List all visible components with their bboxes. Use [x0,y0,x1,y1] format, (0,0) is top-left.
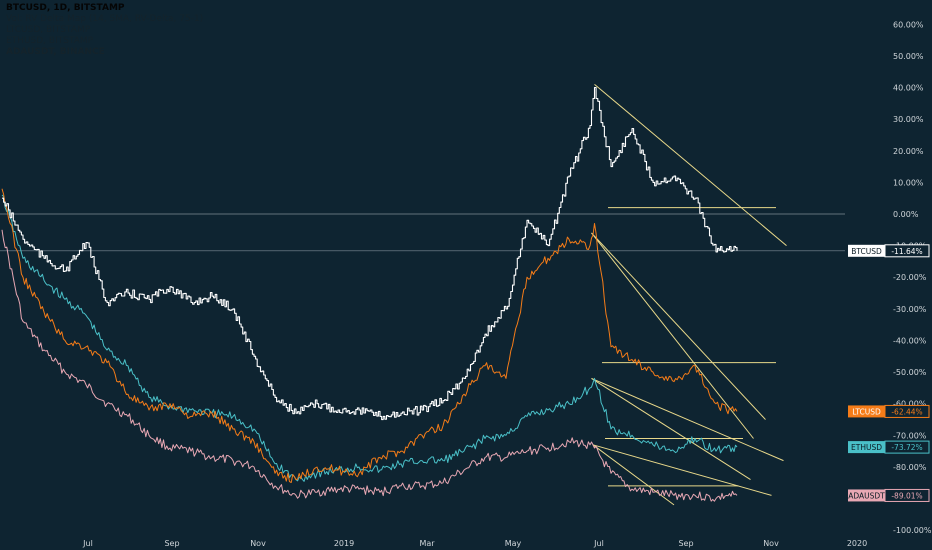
x-tick-label: Sep [164,539,179,548]
label-value-text: -73.72% [891,443,922,452]
series-adausdt[interactable] [1,229,738,502]
label-symbol-text: LTCUSD [852,407,881,416]
y-tick-label: -70.00% [893,431,927,440]
trendline-adausdt-9[interactable] [592,444,772,496]
label-symbol-text: BTCUSD [851,247,882,256]
y-tick-label: 0.00% [893,210,919,219]
series-ltcusd[interactable] [1,188,738,483]
y-tick-label: -50.00% [893,368,927,377]
last-label-btcusd: BTCUSD -11.64% [848,244,930,258]
x-tick-label: 2020 [847,539,867,548]
label-value-box [884,404,930,418]
y-tick-label: 30.00% [893,115,924,124]
y-tick-label: -40.00% [893,336,927,345]
x-axis: Jul Sep Nov 2019 Mar May Jul Sep Nov 2020 [82,539,867,548]
legend-symbol-line[interactable]: BTCUSD, 1D, BITSTAMP [6,3,125,13]
y-tick-label: 60.00% [893,20,924,29]
trendlines [591,83,787,506]
x-tick-label: Jul [82,539,93,548]
y-tick-label: 50.00% [893,52,924,61]
y-tick-label: -20.00% [893,273,927,282]
y-tick-label: -100.00% [893,526,932,535]
legend-ltc-line[interactable]: LTCUSD, BITSTAMP [6,25,91,35]
y-tick-label: 10.00% [893,178,924,187]
y-tick-label: 40.00% [893,84,924,93]
legend-volume-line[interactable]: Vol: RV Delta Map (14, SMA, RV-Delta, 75… [6,14,204,24]
trendline-ethusd-6[interactable] [591,377,784,462]
label-value-text: -11.64% [891,247,922,256]
y-tick-label: -30.00% [893,305,927,314]
trendline-ltcusd-2[interactable] [591,232,754,439]
legend-ada-line[interactable]: ADAUSDT, BINANCE [6,47,105,57]
series-ethusd[interactable] [1,194,738,482]
trendline-ethusd-5[interactable] [591,378,751,481]
y-tick-label: -80.00% [893,463,927,472]
label-symbol-box [848,441,885,454]
legend-eth-line[interactable]: ETHUSD, BITSTAMP [6,36,94,46]
label-value-text: -89.01% [891,491,922,500]
last-label-adausdt: ADAUSDT -89.01% [848,488,930,502]
x-tick-label: May [505,539,522,548]
x-tick-label: Jul [593,539,604,548]
x-tick-label: Nov [250,539,266,548]
label-symbol-text: ADAUSDT [848,491,885,500]
price-series [1,86,738,502]
horizontal-lines [0,213,845,252]
last-label-ethusd: ETHUSD -73.72% [848,440,930,454]
label-value-box [884,488,930,502]
label-value-text: -62.44% [891,407,922,416]
chart-legend: BTCUSD, 1D, BITSTAMP Vol: RV Delta Map (… [6,3,203,58]
last-value-labels: BTCUSD -11.64% LTCUSD -62.44% ETHUSD -73.72% A… [848,244,930,502]
label-symbol-box [848,489,885,502]
x-tick-label: 2019 [334,539,354,548]
y-tick-label: -60.00% [893,400,927,409]
series-btcusd[interactable] [2,86,738,421]
trendline-ltcusd-3[interactable] [591,232,766,420]
x-tick-label: Mar [419,539,435,548]
x-tick-label: Sep [678,539,693,548]
label-symbol-box [848,405,885,418]
label-value-box [884,244,930,258]
label-symbol-text: ETHUSD [851,443,882,452]
x-tick-label: Nov [763,539,779,548]
label-symbol-box [848,244,885,257]
last-label-ltcusd: LTCUSD -62.44% [848,404,930,418]
y-tick-label: 20.00% [893,147,924,156]
label-value-box [884,440,930,454]
trendline-btcusd-0[interactable] [594,83,787,247]
